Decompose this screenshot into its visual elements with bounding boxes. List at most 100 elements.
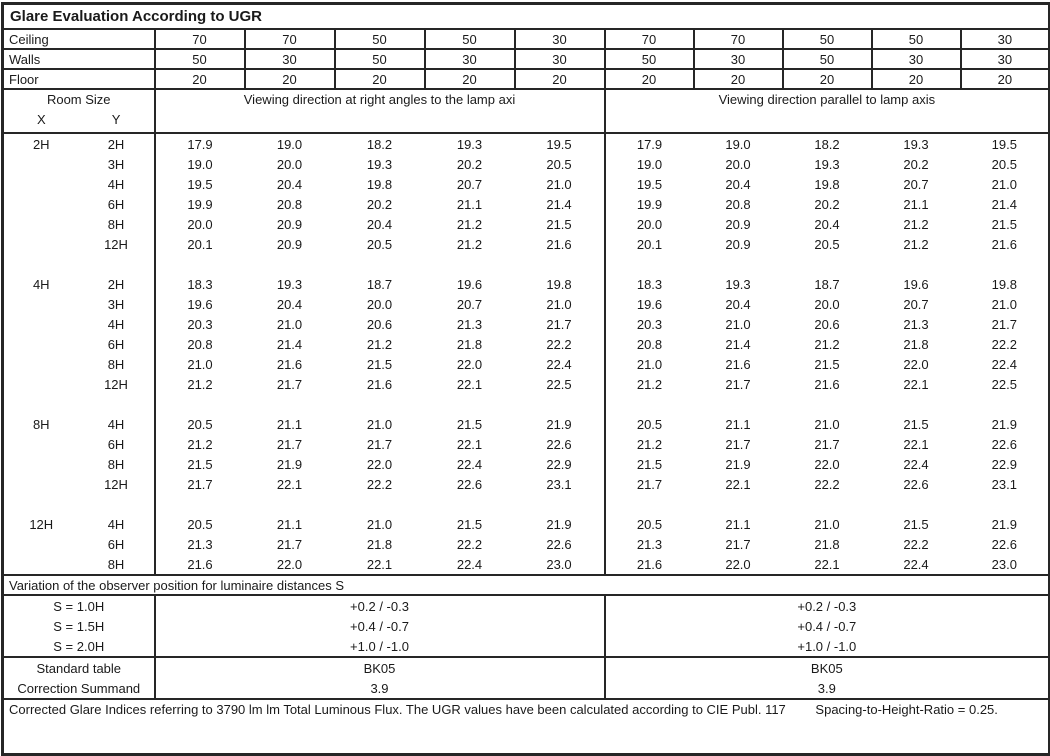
- ugr-value: 20.0: [725, 156, 751, 172]
- ugr-value: 21.2: [366, 336, 393, 352]
- surface-value: 30: [692, 48, 784, 70]
- ugr-values-section: 2H 2H 17.9 19.0 18.2 19.3 19.5 17.9 19.0 18.2 19.3…: [3, 133, 1050, 575]
- room-x: [3, 214, 79, 234]
- room-y: 12H: [78, 474, 156, 494]
- room-y: 4H: [78, 514, 156, 534]
- ugr-value: 21.2: [814, 336, 840, 352]
- surface-value: 50: [333, 48, 426, 70]
- ugr-value: 19.5: [991, 136, 1017, 152]
- ugr-value: 21.7: [546, 316, 572, 332]
- spacer-cell: [78, 254, 156, 274]
- room-x: [3, 194, 79, 214]
- variation-row: S = 1.5H +0.4 / -0.7 +0.4 / -0.7: [2, 616, 1050, 636]
- surface-value: 20: [243, 68, 336, 90]
- ugr-value: 20.5: [603, 514, 694, 534]
- page-title: Glare Evaluation According to UGR: [2, 3, 1050, 30]
- ugr-value: 21.5: [814, 356, 840, 372]
- ugr-value: 21.2: [456, 236, 483, 252]
- ugr-row: 8H 21.0 21.6 21.5 22.0 22.4 21.0 21.6 21.5 22.0 22…: [3, 354, 1050, 374]
- ugr-value: 20.8: [187, 336, 213, 352]
- xy-labels: X Y: [5, 110, 153, 130]
- surface-value: 30: [423, 48, 516, 70]
- spacer-row: [3, 254, 1050, 274]
- ugr-value: 21.7: [991, 316, 1017, 332]
- ugr-value: 19.5: [603, 174, 694, 194]
- ugr-value: 21.0: [814, 516, 840, 532]
- ugr-value: 20.2: [814, 196, 840, 212]
- viewing-parallel-header: Viewing direction parallel to lamp axis: [603, 88, 1050, 134]
- room-y: 4H: [78, 174, 156, 194]
- room-x: [3, 474, 79, 494]
- ugr-value: 21.0: [603, 354, 694, 374]
- surface-label: Ceiling: [1, 28, 156, 50]
- ugr-value: 22.4: [903, 556, 929, 572]
- ugr-value: 22.1: [903, 376, 929, 392]
- ugr-row: 8H 20.0 20.9 20.4 21.2 21.5 20.0 20.9 20.4 21.2 21…: [3, 214, 1050, 234]
- surface-value: 50: [870, 28, 962, 50]
- ugr-row: 3H 19.6 20.4 20.0 20.7 21.0 19.6 20.4 20.0 20.7 21…: [3, 294, 1050, 314]
- room-x: [3, 434, 79, 454]
- spacer-cell: [603, 254, 1050, 274]
- ugr-value: 22.0: [456, 356, 483, 372]
- room-y: 3H: [78, 154, 156, 174]
- ugr-value: 22.1: [276, 476, 303, 492]
- ugr-value: 22.0: [276, 556, 303, 572]
- ugr-value: 23.1: [546, 476, 572, 492]
- ugr-value: 20.7: [456, 176, 483, 192]
- ugr-value: 22.6: [991, 536, 1017, 552]
- room-x: [3, 354, 79, 374]
- surface-value: 20: [513, 68, 606, 90]
- ugr-value: 21.4: [276, 336, 303, 352]
- ugr-value: 21.1: [903, 196, 929, 212]
- ugr-row: 12H 4H 20.5 21.1 21.0 21.5 21.9 20.5 21.1 21.0 21.…: [3, 514, 1050, 534]
- ugr-value: 21.5: [456, 516, 483, 532]
- surface-value: 50: [603, 48, 695, 70]
- ugr-value: 19.6: [456, 276, 483, 292]
- spacer-cell: [603, 494, 1050, 514]
- room-x: [3, 174, 79, 194]
- ugr-value: 21.5: [456, 416, 483, 432]
- room-x: 8H: [32, 416, 50, 432]
- ugr-value: 21.7: [603, 474, 694, 494]
- room-x: 12H: [29, 516, 54, 532]
- variation-label: S = 2.0H: [2, 636, 156, 657]
- ugr-value: 22.0: [366, 456, 393, 472]
- ugr-row: 12H 21.7 22.1 22.2 22.6 23.1 21.7 22.1 22.2 22.6 2…: [3, 474, 1050, 494]
- variation-row: S = 1.0H +0.2 / -0.3 +0.2 / -0.3: [2, 595, 1050, 616]
- room-x: [3, 534, 79, 554]
- ugr-value: 22.2: [903, 536, 929, 552]
- ugr-value: 19.3: [456, 136, 483, 152]
- room-x: 4H: [32, 276, 50, 292]
- y-label: Y: [111, 112, 121, 127]
- ugr-value: 22.4: [456, 556, 483, 572]
- ugr-value: 23.0: [546, 556, 572, 572]
- ugr-value: 18.7: [814, 276, 840, 292]
- ugr-value: 21.0: [276, 316, 303, 332]
- ugr-value: 20.4: [276, 176, 303, 192]
- ugr-value: 21.4: [546, 196, 572, 212]
- summary-label: Standard table: [2, 656, 156, 678]
- variation-value-left: +0.2 / -0.3: [350, 598, 409, 614]
- ugr-value: 21.0: [991, 296, 1017, 312]
- ugr-value: 20.6: [366, 316, 393, 332]
- room-y: 12H: [78, 234, 156, 254]
- spacer-row: [3, 494, 1050, 514]
- room-y: 6H: [78, 534, 156, 554]
- ugr-value: 20.2: [456, 156, 483, 172]
- surface-value: 20: [153, 68, 246, 90]
- ugr-value: 18.3: [603, 274, 694, 294]
- ugr-value: 21.0: [187, 356, 213, 372]
- ugr-value: 19.9: [187, 196, 213, 212]
- ugr-row: 6H 20.8 21.4 21.2 21.8 22.2 20.8 21.4 21.2 21.8 22…: [3, 334, 1050, 354]
- ugr-value: 22.0: [814, 456, 840, 472]
- spacer-cell: [155, 254, 605, 274]
- ugr-value: 21.8: [456, 336, 483, 352]
- ugr-value: 21.5: [546, 216, 572, 232]
- ugr-value: 21.6: [991, 236, 1017, 252]
- ugr-value: 21.6: [814, 376, 840, 392]
- surface-label: Walls: [1, 48, 156, 70]
- spacing-ratio-text: Spacing-to-Height-Ratio = 0.25.: [815, 702, 998, 717]
- ugr-row: 12H 21.2 21.7 21.6 22.1 22.5 21.2 21.7 21.6 22.1 2…: [3, 374, 1050, 394]
- room-y: 3H: [78, 294, 156, 314]
